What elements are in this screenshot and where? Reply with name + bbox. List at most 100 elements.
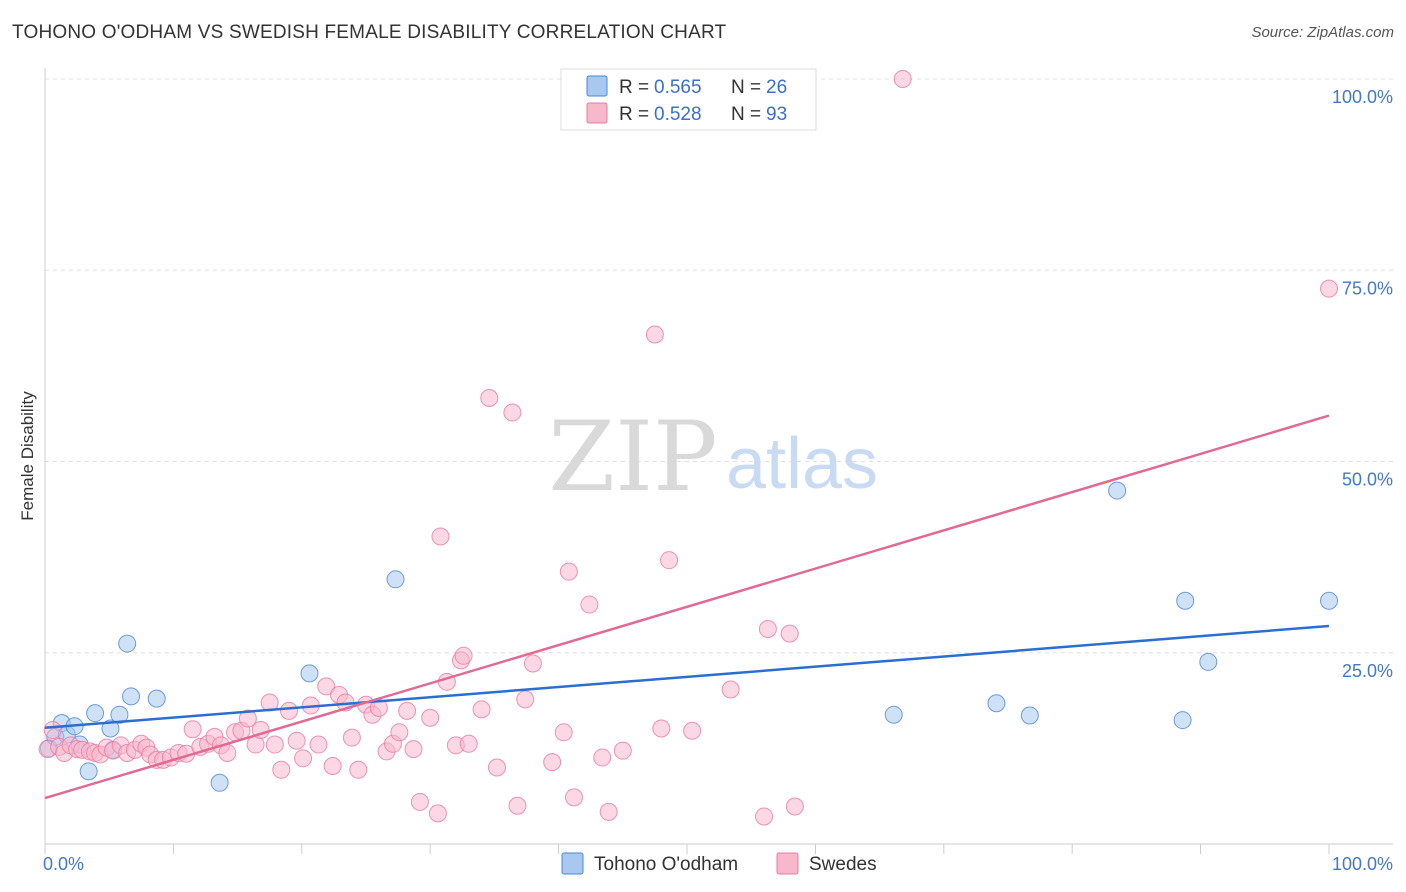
y-tick-label-0: 25.0% — [1342, 661, 1393, 681]
point-swedes-47 — [349, 760, 368, 779]
point-swedes-58 — [428, 804, 447, 823]
point-swedes-46 — [342, 728, 361, 747]
point-tohono-6 — [79, 762, 98, 781]
point-swedes-85 — [755, 807, 774, 826]
point-swedes-83 — [683, 721, 702, 740]
point-swedes-31 — [238, 709, 257, 728]
point-swedes-74 — [559, 562, 578, 581]
chart-title: TOHONO O'ODHAM VS SWEDISH FEMALE DISABIL… — [12, 22, 727, 43]
bottom-legend-swatch-swedes — [776, 852, 799, 875]
point-swedes-68 — [503, 403, 522, 422]
point-tohono-22 — [1176, 591, 1195, 610]
point-swedes-54 — [398, 701, 417, 720]
point-swedes-80 — [645, 325, 664, 344]
point-swedes-57 — [421, 708, 440, 727]
point-tohono-18 — [987, 694, 1006, 713]
tick-labels: 25.0% 50.0% 75.0% 100.0% 0.0% 100.0% — [43, 87, 1393, 874]
point-tohono-7 — [86, 704, 105, 723]
point-swedes-42 — [317, 677, 336, 696]
point-tohono-19 — [1020, 706, 1039, 725]
point-swedes-88 — [785, 797, 804, 816]
legend-r-label-swedes: R = — [619, 104, 649, 125]
point-swedes-1 — [43, 721, 62, 740]
point-swedes-38 — [287, 731, 306, 750]
point-tohono-10 — [110, 705, 129, 724]
legend-n-value-swedes: 93 — [766, 104, 787, 125]
point-swedes-64 — [459, 734, 478, 753]
trend-lines — [44, 414, 1330, 800]
legend-r-value-swedes: 0.528 — [654, 104, 702, 125]
point-swedes-59 — [431, 527, 450, 546]
y-tick-label-1: 50.0% — [1342, 470, 1393, 490]
bottom-legend-label-swedes: Swedes — [809, 854, 877, 875]
trend-line-swedes — [44, 414, 1330, 800]
axes — [44, 68, 1393, 854]
point-swedes-55 — [404, 740, 423, 759]
x-tick-label-0: 0.0% — [43, 854, 84, 874]
point-swedes-84 — [721, 680, 740, 699]
legend: R = 0.565 N = 26 R = 0.528 N = 93 — [560, 68, 817, 131]
bottom-legend: Tohono O'odham Swedes — [561, 852, 877, 875]
point-tohono-23 — [1199, 652, 1218, 671]
watermark-atlas: atlas — [726, 424, 878, 504]
trend-line-tohono — [44, 624, 1330, 729]
point-swedes-90 — [1320, 279, 1338, 298]
point-swedes-28 — [218, 743, 237, 762]
point-swedes-53 — [390, 723, 409, 742]
legend-n-label-swedes: N = — [731, 104, 761, 125]
point-swedes-37 — [279, 701, 298, 720]
point-tohono-13 — [147, 689, 166, 708]
bottom-legend-label-tohono: Tohono O'odham — [594, 854, 738, 875]
point-swedes-23 — [183, 720, 202, 739]
point-swedes-56 — [410, 792, 429, 811]
point-swedes-75 — [565, 788, 584, 807]
point-swedes-89 — [893, 70, 912, 88]
point-tohono-21 — [1173, 711, 1192, 730]
point-swedes-78 — [599, 802, 618, 821]
point-swedes-66 — [480, 389, 499, 408]
bottom-legend-swatch-tohono — [561, 852, 584, 875]
point-swedes-39 — [294, 749, 313, 768]
point-swedes-73 — [554, 723, 573, 742]
point-swedes-86 — [758, 620, 777, 639]
point-swedes-81 — [652, 719, 671, 738]
point-swedes-82 — [660, 551, 679, 570]
source-label: Source: ZipAtlas.com — [1251, 24, 1394, 41]
point-tohono-16 — [386, 570, 405, 589]
legend-n-label-tohono: N = — [731, 77, 761, 98]
legend-r-label-tohono: R = — [619, 77, 649, 98]
point-tohono-15 — [300, 664, 319, 683]
point-swedes-87 — [780, 624, 799, 643]
point-tohono-11 — [118, 634, 137, 653]
gridlines — [45, 78, 1393, 654]
point-tohono-24 — [1320, 591, 1338, 610]
legend-swatch-tohono — [586, 75, 608, 97]
x-tick-label-1: 100.0% — [1332, 854, 1393, 874]
legend-n-value-tohono: 26 — [766, 77, 787, 98]
y-tick-label-2: 75.0% — [1342, 278, 1393, 298]
point-tohono-20 — [1108, 481, 1127, 500]
legend-r-value-tohono: 0.565 — [654, 77, 702, 98]
point-swedes-41 — [309, 735, 328, 754]
point-swedes-71 — [523, 654, 542, 673]
watermark-zip: ZIP — [548, 401, 717, 513]
point-tohono-14 — [210, 773, 229, 792]
point-swedes-35 — [265, 735, 284, 754]
point-tohono-12 — [122, 687, 141, 706]
point-swedes-76 — [580, 595, 599, 614]
y-tick-label-3: 100.0% — [1332, 87, 1393, 107]
point-swedes-72 — [543, 753, 562, 772]
point-swedes-65 — [472, 700, 491, 719]
point-tohono-17 — [884, 705, 903, 724]
point-swedes-69 — [508, 796, 527, 815]
point-swedes-36 — [272, 760, 291, 779]
watermark: ZIP atlas — [548, 401, 878, 513]
point-swedes-67 — [487, 758, 506, 777]
point-swedes-79 — [613, 741, 632, 760]
legend-swatch-swedes — [586, 102, 608, 124]
point-swedes-63 — [454, 646, 473, 665]
point-swedes-43 — [323, 756, 342, 775]
point-swedes-77 — [593, 748, 612, 767]
point-tohono-8 — [101, 719, 120, 738]
